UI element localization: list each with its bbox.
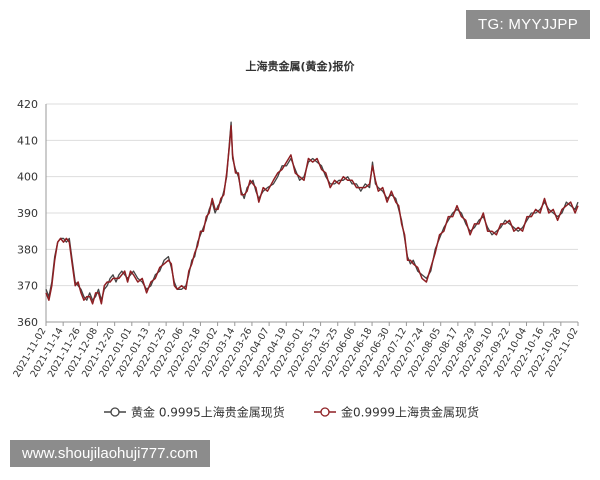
y-tick-label: 410 — [17, 134, 38, 147]
chart-title: 上海贵金属(黄金)报价 — [245, 59, 355, 73]
grid-lines — [46, 103, 578, 323]
y-tick-labels: 360 370 380 390 400 410 420 — [17, 98, 38, 329]
y-tick-label: 420 — [17, 98, 38, 111]
x-tick-labels: 2021-11-022021-11-142021-11-262021-12-08… — [11, 322, 581, 379]
legend-label: 金0.9999上海贵金属现货 — [341, 405, 479, 420]
series-line-2 — [45, 125, 579, 305]
legend: 黄金 0.9995上海贵金属现货 金0.9999上海贵金属现货 — [104, 405, 479, 420]
watermark-site-url: www.shoujilaohuji777.com — [10, 440, 210, 467]
y-tick-label: 380 — [17, 243, 38, 256]
series-line-1 — [45, 121, 579, 301]
legend-label: 黄金 0.9995上海贵金属现货 — [131, 405, 285, 420]
legend-swatch-marker — [110, 407, 120, 417]
series-layer — [45, 121, 579, 305]
y-tick-label: 370 — [17, 280, 38, 293]
y-tick-label: 390 — [17, 207, 38, 220]
watermark-tg-badge: TG: MYYJJPP — [466, 10, 590, 39]
y-tick-label: 360 — [17, 316, 38, 329]
axes — [45, 104, 578, 323]
y-tick-label: 400 — [17, 171, 38, 184]
legend-swatch-marker — [320, 407, 330, 417]
